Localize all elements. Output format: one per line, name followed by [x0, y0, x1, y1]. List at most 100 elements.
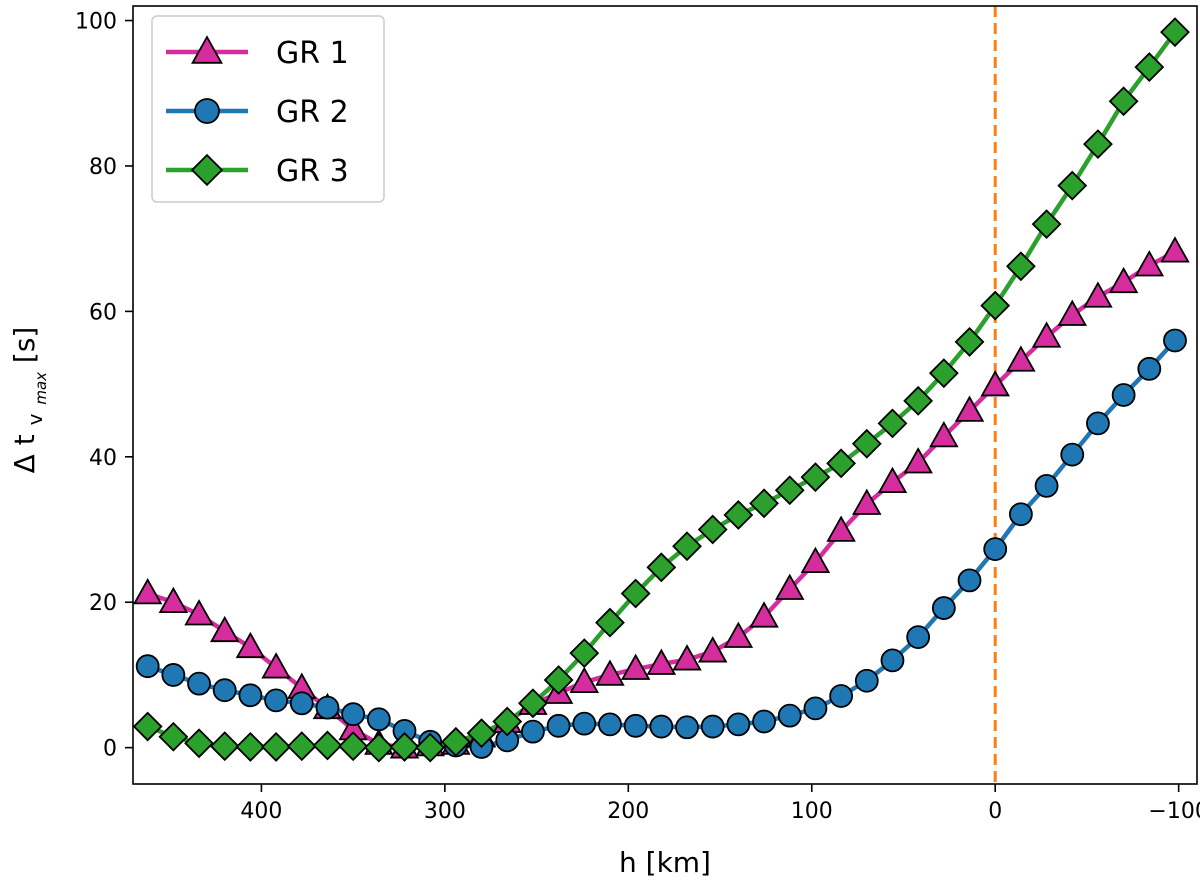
- data-point-gr-2: [1086, 411, 1110, 436]
- y-axis-title-suffix: [s]: [8, 327, 41, 363]
- legend-marker-gr-3: [190, 153, 224, 187]
- data-point-gr-1: [620, 653, 651, 680]
- y-axis-title: Δ t v max [s]: [8, 327, 53, 474]
- data-point-gr-2: [1034, 473, 1059, 498]
- data-point-gr-3: [312, 730, 343, 761]
- data-point-gr-2: [264, 688, 288, 713]
- data-point-gr-1: [646, 648, 677, 675]
- data-point-gr-3: [132, 711, 163, 742]
- data-point-gr-1: [209, 615, 240, 643]
- data-point-gr-3: [980, 290, 1011, 321]
- data-point-gr-3: [723, 500, 754, 530]
- data-point-gr-3: [954, 327, 985, 357]
- data-point-gr-3: [338, 731, 369, 762]
- data-point-gr-2: [546, 713, 571, 738]
- x-tick-label: 300: [424, 799, 466, 824]
- data-point-gr-1: [569, 666, 600, 694]
- legend-label-gr-2: GR 2: [276, 95, 349, 130]
- data-point-gr-2: [238, 683, 263, 708]
- data-point-gr-2: [341, 702, 366, 727]
- data-point-gr-1: [929, 420, 959, 448]
- data-point-gr-2: [135, 654, 160, 679]
- x-axis-title: h [km]: [619, 846, 711, 879]
- data-point-gr-3: [209, 731, 240, 762]
- data-point-gr-1: [261, 652, 291, 679]
- data-point-gr-1: [235, 631, 266, 659]
- data-point-gr-3: [672, 531, 702, 562]
- data-point-gr-2: [1137, 356, 1162, 381]
- data-point-gr-3: [261, 732, 292, 762]
- y-axis-title-prefix: Δ t: [8, 434, 41, 473]
- data-point-gr-3: [646, 552, 677, 583]
- data-point-gr-1: [1083, 281, 1113, 308]
- data-point-gr-2: [906, 625, 931, 650]
- data-point-gr-3: [774, 475, 805, 506]
- y-tick-label: 80: [89, 155, 117, 180]
- data-point-gr-3: [440, 726, 471, 757]
- data-point-gr-3: [928, 358, 959, 389]
- data-point-gr-2: [1008, 502, 1033, 527]
- y-axis-title-subsub: max: [32, 372, 50, 405]
- data-point-gr-2: [315, 695, 340, 720]
- data-point-gr-3: [1108, 86, 1139, 117]
- data-point-gr-3: [1031, 209, 1062, 240]
- data-point-gr-1: [1006, 345, 1036, 372]
- x-axis: 400 300 200 100 0 −100: [240, 784, 1200, 824]
- legend-entries: GR 1 GR 2 GR 3: [166, 35, 349, 189]
- legend-marker-gr-1: [191, 35, 223, 64]
- data-point-gr-2: [1163, 328, 1187, 353]
- x-tick-label: 100: [791, 799, 833, 824]
- data-point-gr-3: [595, 607, 625, 638]
- data-point-gr-1: [158, 586, 189, 614]
- data-point-gr-2: [803, 696, 828, 721]
- y-tick-label: 40: [89, 446, 117, 471]
- data-point-gr-2: [598, 712, 622, 737]
- data-point-gr-3: [851, 428, 882, 459]
- data-point-gr-3: [620, 578, 651, 609]
- data-point-gr-3: [1083, 129, 1113, 160]
- legend: GR 1 GR 2 GR 3: [151, 15, 385, 203]
- data-point-gr-1: [1160, 236, 1190, 263]
- data-point-gr-3: [1005, 251, 1036, 282]
- data-point-gr-3: [697, 514, 728, 545]
- data-point-gr-3: [800, 462, 831, 493]
- data-point-gr-2: [752, 709, 776, 734]
- data-point-gr-3: [415, 732, 446, 763]
- data-point-gr-3: [286, 731, 317, 762]
- data-point-gr-3: [1134, 52, 1165, 82]
- data-point-gr-3: [543, 665, 574, 695]
- data-point-gr-1: [877, 466, 908, 494]
- data-point-gr-2: [675, 715, 699, 740]
- data-point-gr-2: [854, 668, 879, 693]
- data-point-gr-2: [572, 711, 597, 736]
- y-tick-label: 100: [75, 10, 117, 35]
- data-point-gr-2: [289, 691, 314, 716]
- plot-border: [132, 5, 1198, 785]
- data-point-gr-1: [132, 578, 163, 605]
- data-point-gr-3: [492, 706, 523, 737]
- data-point-gr-1: [749, 601, 779, 628]
- data-point-gr-1: [595, 659, 625, 686]
- data-point-gr-1: [1031, 321, 1062, 348]
- data-point-gr-1: [672, 644, 702, 671]
- y-tick-label: 0: [103, 737, 117, 762]
- data-point-gr-1: [1057, 299, 1087, 326]
- data-point-gr-3: [569, 638, 600, 669]
- data-point-gr-2: [700, 714, 725, 739]
- data-point-gr-1: [723, 621, 754, 648]
- data-point-gr-1: [852, 488, 882, 515]
- data-point-gr-1: [184, 599, 214, 626]
- data-point-gr-2: [649, 714, 674, 739]
- data-point-gr-2: [957, 568, 982, 593]
- data-point-gr-2: [931, 596, 956, 620]
- data-point-gr-2: [187, 671, 211, 696]
- x-tick-label: 0: [988, 799, 1002, 824]
- y-tick-label: 60: [89, 300, 117, 325]
- data-point-gr-3: [389, 732, 420, 762]
- data-point-gr-2: [880, 648, 905, 673]
- data-point-gr-1: [980, 370, 1010, 397]
- data-point-gr-1: [1108, 266, 1139, 294]
- data-point-gr-3: [184, 728, 214, 759]
